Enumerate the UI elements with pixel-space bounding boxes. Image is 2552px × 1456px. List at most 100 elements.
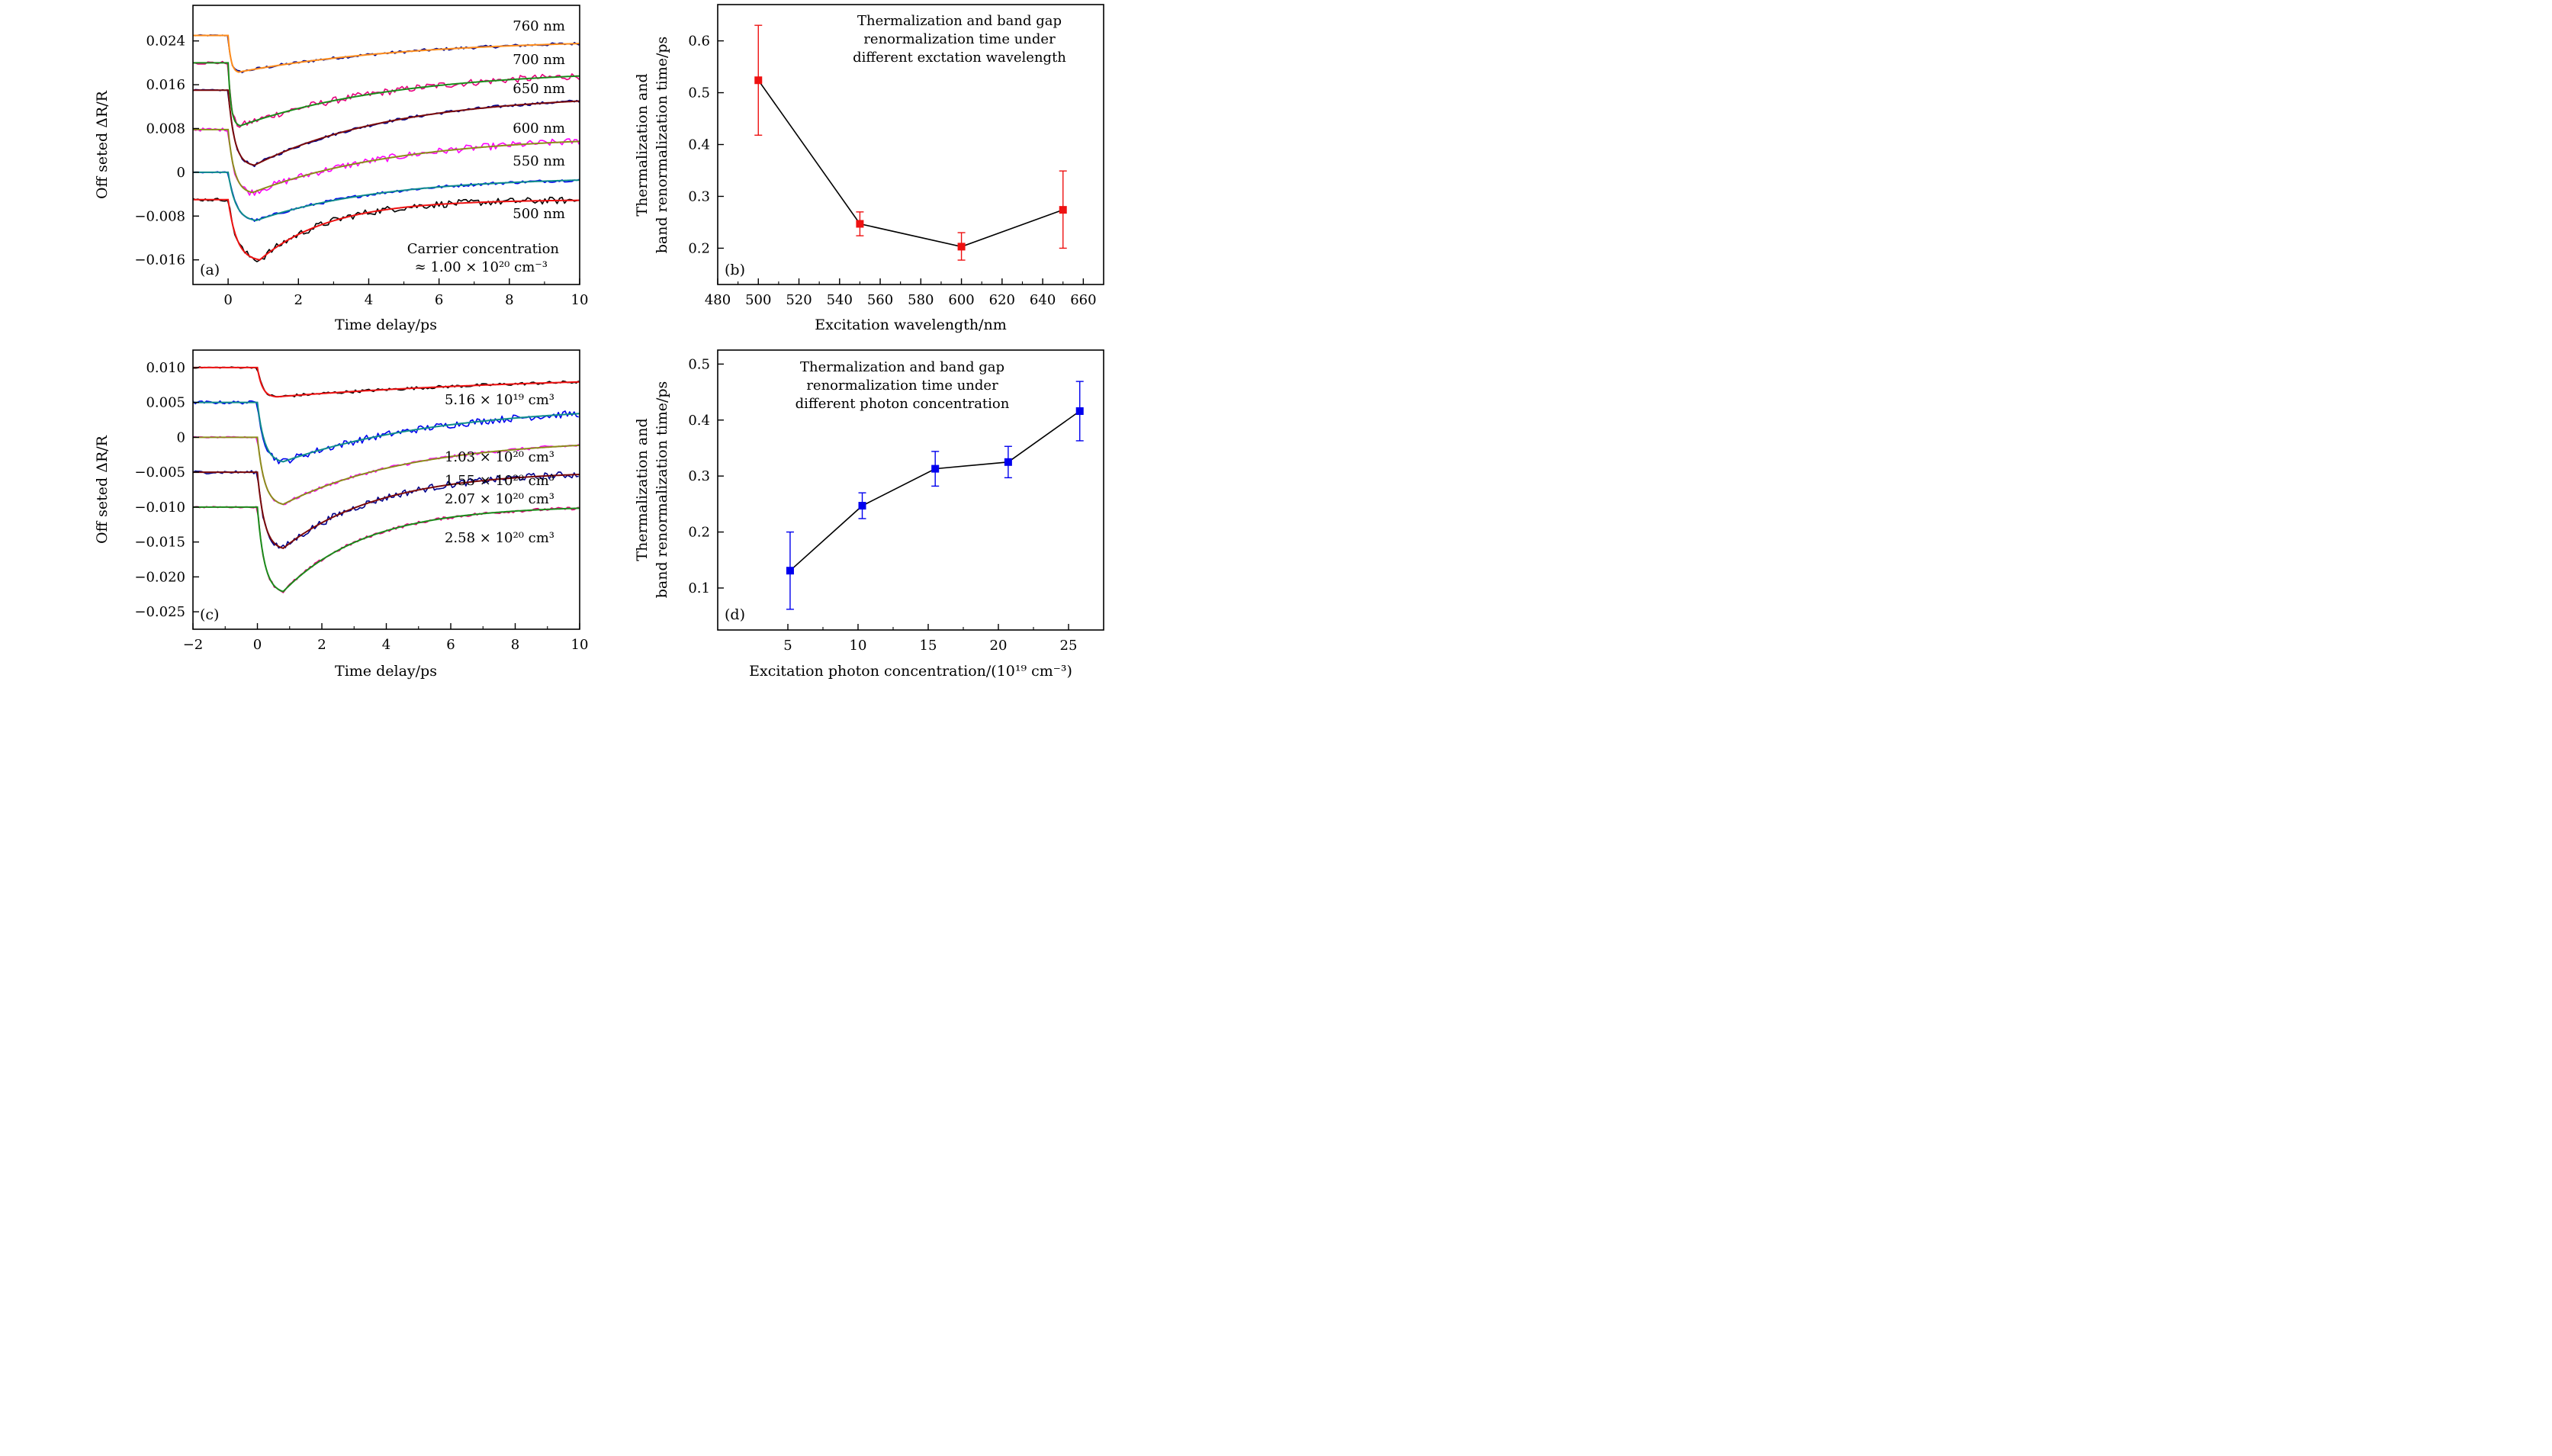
panel-b-ticks: 480 500 520 540 560 580 600 620 640 660 0.2 0.3 0.4 0… — [688, 34, 1096, 308]
panel-c-xlabel: Time delay/ps — [335, 663, 437, 680]
x-tick-label: 8 — [505, 292, 513, 308]
x-tick-label: 15 — [920, 638, 937, 654]
series-label: 5.16 × 10¹⁹ cm³ — [445, 392, 554, 408]
series-fit-1 — [193, 401, 580, 463]
x-tick-label: 6 — [435, 292, 443, 308]
panel-a-annotation-line1: Carrier concentration — [407, 241, 560, 257]
x-tick-label: 20 — [990, 638, 1008, 654]
x-tick-label: 600 — [948, 292, 974, 308]
panel-b: 480 500 520 540 560 580 600 620 640 660 0.2 0.3 0.4 0… — [634, 4, 1104, 333]
y-tick-label: 0.005 — [146, 395, 185, 411]
panel-d-title-line3: different photon concentration — [795, 396, 1010, 412]
panel-d-title-line2: renormalization time under — [806, 378, 998, 394]
y-tick-label: 0.4 — [688, 413, 710, 429]
panel-c-label: (c) — [200, 606, 219, 623]
x-tick-label: 5 — [783, 638, 792, 654]
x-tick-label: 500 — [745, 292, 771, 308]
panel-a: 760 nm 700 nm 650 nm 600 nm 550 nm 500 nm 0 2 4… — [94, 5, 588, 333]
y-tick-label: 0 — [177, 429, 185, 445]
series-fit-1 — [193, 62, 580, 127]
series-fit-2 — [193, 89, 580, 166]
panel-c-plot-area: 5.16 × 10¹⁹ cm³ 1.03 × 10²⁰ cm³ 1.55 × 10²… — [192, 366, 580, 593]
series-label: 650 nm — [513, 81, 565, 97]
data-point — [786, 567, 794, 575]
x-tick-label: 0 — [223, 292, 232, 308]
panel-b-ylabel-line2: band renormalization time/ps — [654, 37, 670, 254]
x-tick-label: 620 — [989, 292, 1015, 308]
y-tick-label: −0.005 — [134, 464, 185, 481]
series-label: 600 nm — [513, 121, 565, 137]
x-tick-label: 480 — [705, 292, 731, 308]
series-fit-4 — [193, 506, 580, 593]
data-point — [1075, 407, 1084, 416]
x-tick-label: 4 — [382, 637, 391, 653]
x-tick-label: 10 — [571, 292, 589, 308]
series-fit-3 — [193, 128, 580, 194]
panel-c-ticks: −2 0 2 4 6 8 10 −0.025 −0.020 −0.015 −0.010 −0.005 0… — [134, 360, 588, 653]
panel-a-ylabel: Off seted ΔR/R — [94, 90, 111, 199]
series-fit-5 — [193, 198, 580, 261]
data-point — [931, 464, 940, 473]
panel-b-ylabel-line1: Thermalization and — [634, 73, 651, 216]
x-tick-label: 10 — [850, 638, 867, 654]
y-tick-label: 0.010 — [146, 360, 185, 376]
data-point — [856, 220, 864, 228]
data-point — [957, 243, 966, 251]
panel-a-xlabel: Time delay/ps — [335, 317, 437, 333]
x-tick-label: 2 — [294, 292, 303, 308]
panel-b-title-line2: renormalization time under — [863, 31, 1056, 47]
data-point — [1059, 206, 1067, 214]
panel-a-frame — [192, 5, 580, 285]
series-fit-0 — [193, 366, 580, 398]
panel-d-frame — [717, 349, 1104, 631]
series-label: 1.55 × 10²⁰ cm³ — [445, 473, 554, 489]
panel-c: 5.16 × 10¹⁹ cm³ 1.03 × 10²⁰ cm³ 1.55 × 10²… — [94, 349, 588, 680]
series-fit-3 — [193, 471, 580, 550]
panel-b-label: (b) — [725, 262, 745, 278]
x-tick-label: 6 — [446, 637, 455, 653]
series-fit-2 — [193, 436, 580, 506]
series-label: 1.03 × 10²⁰ cm³ — [445, 449, 554, 465]
y-tick-label: 0.1 — [688, 580, 710, 596]
y-tick-label: 0.5 — [688, 356, 710, 372]
panel-c-ylabel: Off seted ΔR/R — [94, 435, 111, 544]
x-tick-label: 25 — [1060, 638, 1078, 654]
x-tick-label: 560 — [867, 292, 893, 308]
panel-a-annotation-line2: ≈ 1.00 × 10²⁰ cm⁻³ — [415, 259, 548, 275]
panel-b-plot-area — [754, 24, 1067, 261]
panel-a-plot-area: 760 nm 700 nm 650 nm 600 nm 550 nm 500 nm — [192, 18, 580, 262]
x-tick-label: 10 — [571, 637, 589, 653]
panel-b-title-line1: Thermalization and band gap — [857, 13, 1062, 29]
connecting-line — [757, 79, 1063, 248]
x-tick-label: 8 — [511, 637, 519, 653]
y-tick-label: 0.2 — [688, 525, 710, 541]
y-tick-label: 0.3 — [688, 188, 710, 204]
series-label: 2.07 × 10²⁰ cm³ — [445, 491, 554, 507]
y-tick-label: 0 — [177, 165, 185, 181]
x-tick-label: 2 — [317, 637, 326, 653]
panel-d-label: (d) — [725, 606, 745, 623]
y-tick-label: −0.020 — [134, 569, 185, 585]
series-label: 550 nm — [513, 153, 565, 169]
y-tick-label: −0.008 — [134, 208, 185, 224]
series-fit-4 — [193, 171, 580, 222]
data-point — [1004, 458, 1012, 466]
panel-d-plot-area — [786, 381, 1084, 610]
y-tick-label: 0.4 — [688, 137, 710, 153]
y-tick-label: −0.010 — [134, 500, 185, 516]
x-tick-label: 660 — [1070, 292, 1096, 308]
panel-d-ylabel-line1: Thermalization and — [634, 418, 651, 561]
y-tick-label: 0.024 — [146, 34, 185, 50]
panel-b-title-line3: different exctation wavelength — [853, 50, 1066, 66]
series-label: 760 nm — [513, 18, 565, 34]
panel-b-xlabel: Excitation wavelength/nm — [815, 317, 1007, 333]
series-fit-0 — [193, 34, 580, 73]
y-tick-label: −0.015 — [134, 535, 185, 551]
x-tick-label: 580 — [908, 292, 934, 308]
panel-d: 5 10 15 20 25 0.1 0.2 0.3 0.4 0.5 (d) Thermalizat… — [634, 349, 1104, 680]
y-tick-label: −0.016 — [134, 252, 185, 268]
series-label: 500 nm — [513, 206, 565, 222]
y-tick-label: 0.008 — [146, 121, 185, 137]
x-tick-label: 0 — [253, 637, 262, 653]
panel-d-title-line1: Thermalization and band gap — [800, 359, 1004, 375]
